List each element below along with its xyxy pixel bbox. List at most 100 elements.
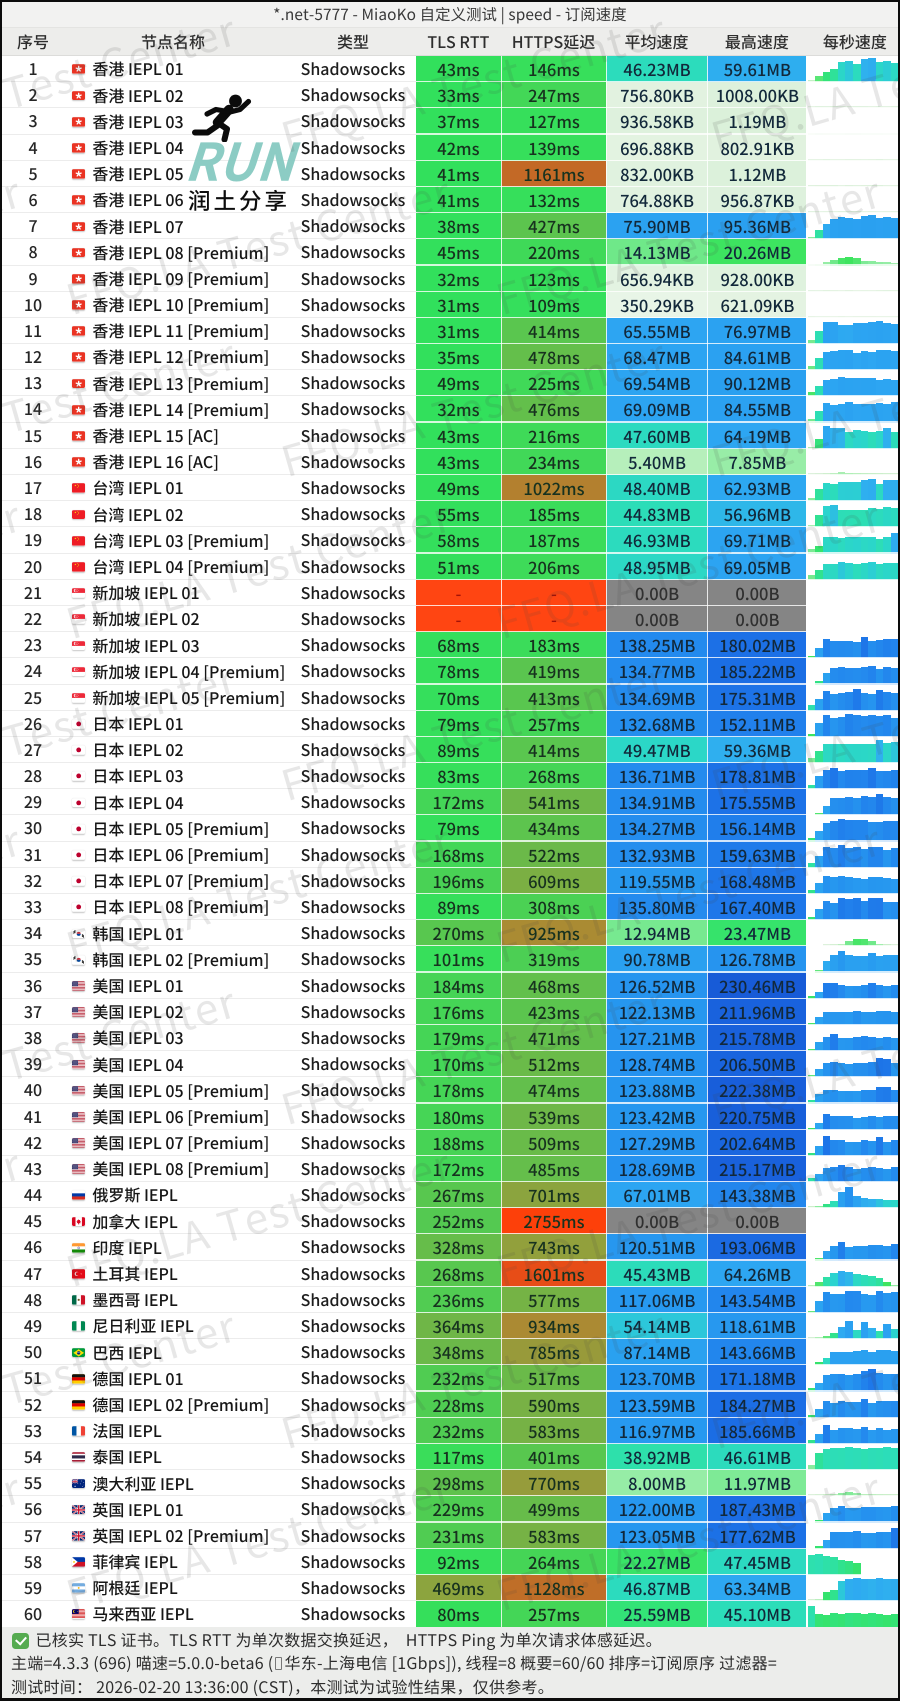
spark-bar	[807, 655, 816, 659]
avg-speed-cell: 136.71MB	[605, 763, 708, 790]
row-index: 35	[23, 946, 43, 971]
spark-bar	[883, 1401, 891, 1418]
spark-bar	[807, 446, 816, 449]
spark-bar	[837, 1506, 846, 1523]
spark-bar	[822, 158, 831, 161]
table-row: 23 新加坡 IEPL 03 Shadowsocks 68ms 183ms 138.25M…	[2, 632, 898, 659]
spark-bar	[807, 1440, 816, 1444]
spark-bar	[890, 741, 898, 764]
per-second-speed-sparkline	[807, 108, 898, 135]
per-second-speed-sparkline	[807, 1601, 898, 1628]
spark-bar	[845, 289, 853, 292]
tls-rtt-cell: 117ms	[415, 1443, 502, 1471]
tls-rtt-cell: 364ms	[415, 1313, 502, 1340]
spark-bar	[822, 1203, 831, 1209]
spark-bar	[807, 862, 816, 868]
spark-bar	[807, 391, 816, 397]
spark-bar	[807, 366, 816, 371]
window-title: *.net-5777 - MiaoKo 自定义测试 | speed - 订阅速度	[273, 3, 627, 25]
spark-bar	[822, 1012, 831, 1025]
spark-bar	[845, 714, 853, 737]
spark-bar	[875, 846, 884, 868]
row-index: 36	[23, 972, 43, 997]
flag-icon-sg	[72, 588, 86, 598]
spark-bar	[852, 798, 861, 816]
row-index: 30	[23, 815, 43, 840]
spark-bar	[822, 315, 831, 318]
flag-icon-hk	[72, 195, 86, 205]
max-speed-cell: 156.14MB	[707, 815, 807, 842]
spark-bar	[883, 1199, 891, 1209]
node-name-cell: 香港 IEPL 15 [AC]	[72, 423, 219, 449]
spark-bar	[868, 1402, 876, 1418]
spark-bar	[852, 770, 861, 790]
spark-bar	[860, 1275, 869, 1287]
spark-bar	[890, 1614, 898, 1628]
spark-bar	[875, 771, 884, 790]
node-name-cell: 新加坡 IEPL 04 [Premium]	[72, 658, 285, 684]
spark-bar	[852, 689, 861, 711]
avg-speed-cell: 5.40MB	[605, 448, 708, 475]
max-speed-cell: 230.46MB	[707, 972, 807, 999]
table-row: 44 俄罗斯 IEPL Shadowsocks 267ms 701ms 67.01MB 14…	[2, 1182, 898, 1209]
node-type: Shadowsocks	[300, 134, 406, 159]
avg-speed-cell: 134.69MB	[605, 684, 708, 711]
https-latency-cell: -	[501, 579, 606, 606]
spark-bar	[837, 325, 846, 345]
column-header-spark: 每秒速度	[822, 29, 887, 53]
per-second-speed-sparkline	[807, 396, 898, 423]
row-index: 48	[23, 1286, 43, 1311]
spark-bar	[830, 667, 838, 685]
https-latency-cell: 770ms	[501, 1470, 606, 1497]
spark-bar	[860, 563, 869, 580]
node-name: 香港 IEPL 02	[92, 82, 184, 107]
node-name: 香港 IEPL 04	[92, 134, 184, 159]
spark-bar	[883, 1350, 891, 1366]
flag-icon-hk	[72, 326, 86, 336]
table-row: 2 香港 IEPL 02 Shadowsocks 33ms 247ms 756.80KB 1…	[2, 82, 898, 109]
spark-bar	[807, 575, 816, 580]
spark-bar	[890, 106, 898, 109]
table-row: 48 墨西哥 IEPL Shadowsocks 236ms 577ms 117.06MB 1…	[2, 1286, 898, 1314]
max-speed-cell: 175.55MB	[707, 789, 807, 816]
spark-bar	[815, 411, 823, 423]
spark-bar	[890, 533, 898, 554]
spark-bar	[830, 289, 838, 292]
row-index: 55	[23, 1470, 43, 1495]
spark-bar	[822, 944, 831, 947]
node-name-cell: 美国 IEPL 04	[72, 1051, 184, 1077]
avg-speed-cell: 44.83MB	[605, 501, 708, 528]
spark-bar	[883, 61, 891, 83]
row-index: 4	[28, 134, 38, 159]
table-row: 12 香港 IEPL 12 [Premium] Shadowsocks 35ms 478…	[2, 344, 898, 371]
spark-bar	[875, 211, 884, 214]
footer-meta-post: 华东-上海电信 [1Gbps]), 线程=8 概要=60/60 排序=订阅原序 …	[284, 1650, 777, 1675]
node-type: Shadowsocks	[300, 1155, 406, 1180]
spark-bar	[852, 322, 861, 345]
spark-bar	[830, 955, 838, 973]
node-name-cell: 香港 IEPL 13 [Premium]	[72, 370, 269, 396]
column-header-avg: 平均速度	[624, 29, 689, 53]
spark-bar	[860, 106, 869, 109]
spark-bar	[875, 1037, 884, 1052]
spark-bar	[860, 1371, 869, 1392]
table-row: 16 香港 IEPL 16 [AC] Shadowsocks 43ms 234ms 5.4…	[2, 448, 898, 476]
per-second-speed-sparkline	[808, 1496, 898, 1523]
node-type: Shadowsocks	[300, 56, 406, 80]
node-name: 香港 IEPL 06	[92, 187, 184, 212]
per-second-speed-sparkline	[807, 318, 898, 345]
spark-bar	[815, 473, 823, 475]
spark-bar	[860, 404, 869, 423]
spark-bar	[837, 1091, 846, 1104]
spark-bar	[815, 883, 823, 894]
spark-bar	[830, 983, 838, 999]
node-name: 台湾 IEPL 02	[92, 501, 184, 526]
spark-bar	[815, 723, 823, 737]
flag-icon-cn	[72, 509, 86, 520]
spark-bar	[815, 315, 823, 318]
spark-bar	[868, 1011, 876, 1025]
node-name-cell: 香港 IEPL 07	[72, 213, 184, 239]
tls-rtt-cell: 268ms	[415, 1260, 502, 1287]
spark-bar	[868, 1579, 876, 1602]
tls-rtt-cell: 101ms	[415, 946, 502, 973]
